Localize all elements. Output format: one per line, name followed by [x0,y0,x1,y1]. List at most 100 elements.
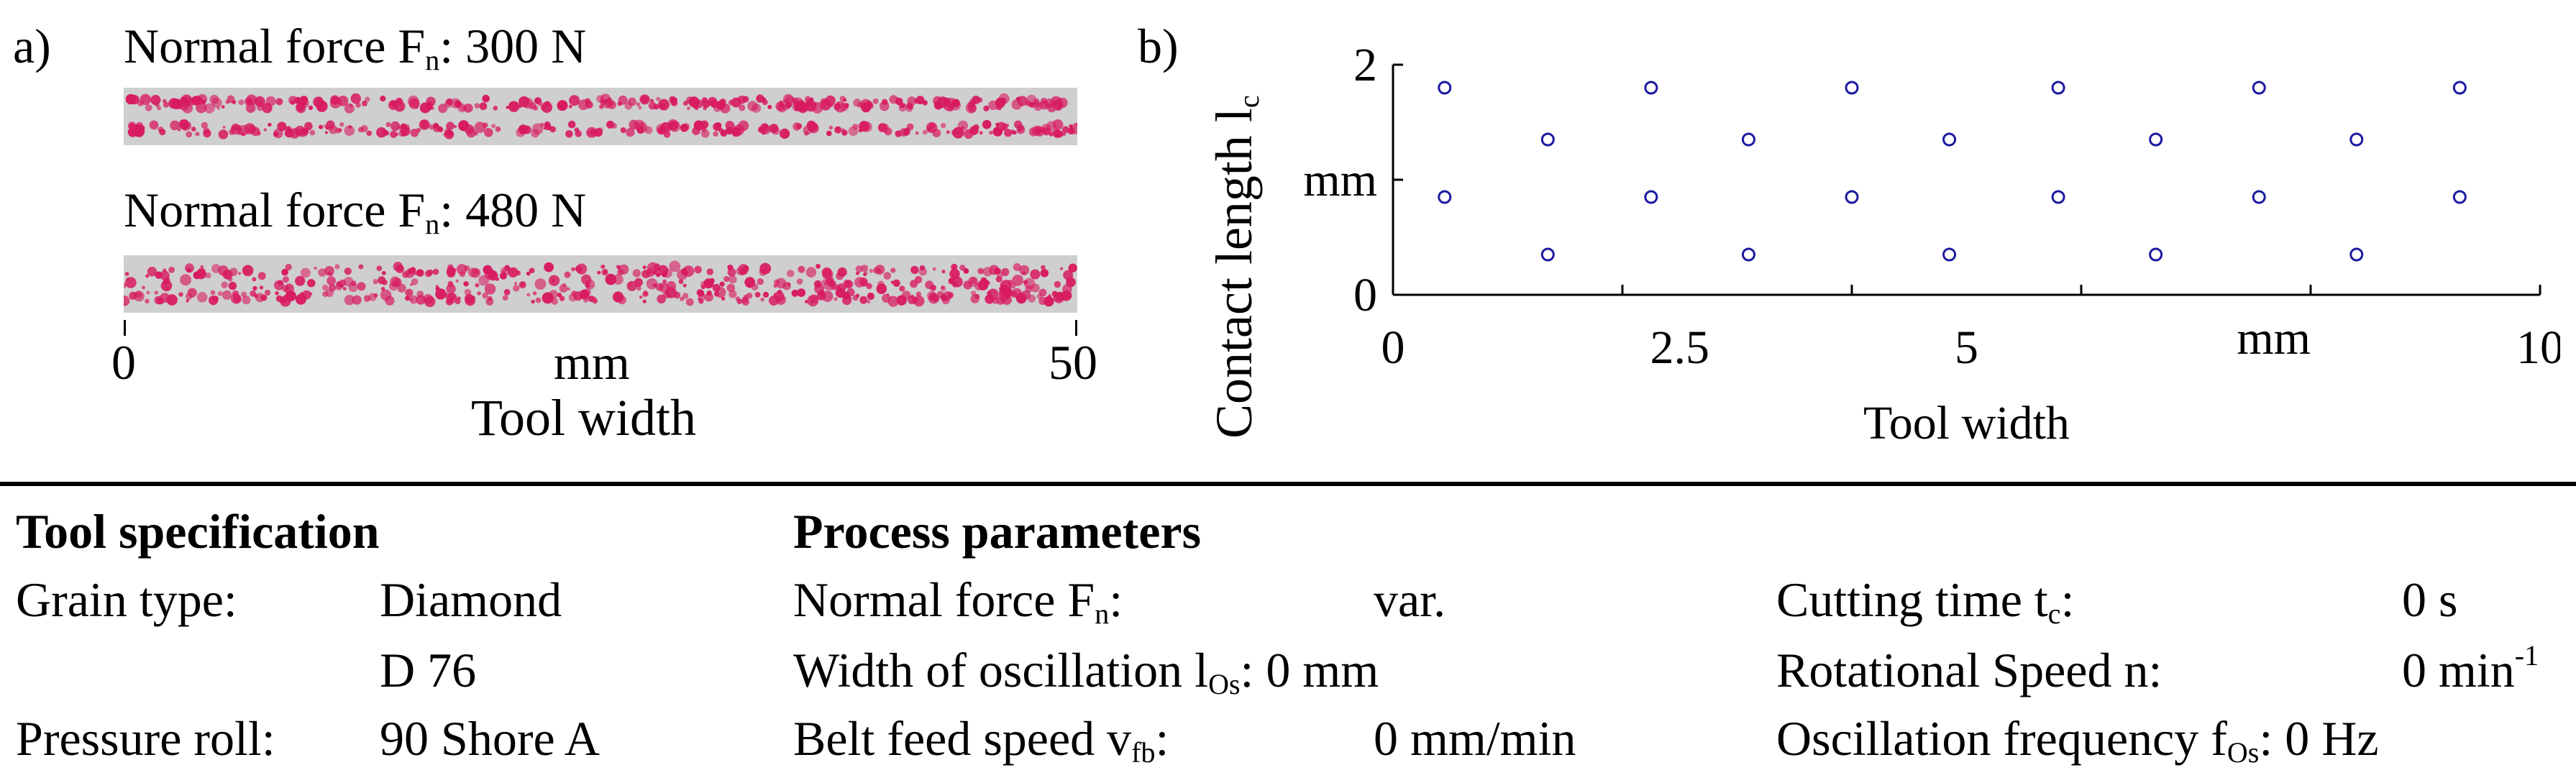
contact-mark [947,292,954,298]
contact-mark [858,128,862,133]
contact-mark [760,297,764,302]
contact-mark [1043,296,1054,307]
contact-mark [671,97,677,104]
contact-mark [890,267,896,273]
contact-mark [464,124,475,134]
contact-mark [344,125,355,136]
contact-mark [852,124,859,130]
contact-mark [1063,270,1074,280]
contact-mark [238,99,245,106]
contact-mark [397,125,402,130]
contact-mark [429,124,434,130]
contact-mark [455,279,459,283]
strip2-title-prefix: Normal force F [124,183,426,237]
normal-force-label: Normal force Fn: [793,572,1123,630]
contact-mark [205,273,211,279]
contact-mark [438,104,448,114]
contact-mark [577,99,589,111]
contact-mark [191,127,196,132]
contact-mark [186,267,192,273]
contact-mark [1018,128,1021,132]
contact-mark [309,105,314,110]
contact-mark [929,292,937,301]
contact-mark [259,285,264,290]
contact-mark [456,264,467,275]
contact-mark [178,128,181,132]
contact-mark [252,285,257,291]
chart-xlabel: Tool width [1863,397,2070,446]
contact-mark [1030,269,1041,280]
oscillation-width: Width of oscillation lOs: 0 mm [793,643,1379,699]
contact-mark [221,281,228,288]
scatter-point [2051,190,2065,204]
contact-mark [649,99,654,103]
contact-mark [605,273,617,285]
contact-mark [390,276,401,288]
contact-mark [313,96,324,108]
contact-mark [385,296,395,306]
contact-mark [427,269,434,275]
strip1-title-sub: n [425,44,440,76]
contact-mark [1005,123,1010,127]
contact-mark [1011,99,1023,110]
contact-mark [611,122,617,129]
contact-mark [867,292,873,298]
contact-mark [484,283,496,295]
contact-mark [319,124,324,129]
contact-mark [903,103,906,107]
contact-mark [626,127,635,137]
contact-mark [459,271,465,278]
contact-mark [597,270,601,275]
contact-mark [826,130,832,137]
contact-mark [879,101,890,111]
contact-mark [869,268,874,273]
contact-mark [324,265,334,276]
contact-mark [488,270,498,281]
contact-mark [149,120,159,130]
contact-mark [588,296,595,302]
contact-mark [793,97,804,108]
contact-mark [951,263,958,270]
contact-mark [154,290,158,295]
contact-mark [294,96,301,104]
contact-mark [629,119,639,130]
contact-mark [796,278,803,285]
pressure-roll-value: 90 Shore A [380,711,600,766]
contact-mark [669,260,681,273]
contact-mark [628,283,632,287]
contact-mark [1062,290,1072,301]
contact-mark [232,126,235,130]
contact-mark [242,296,251,305]
contact-mark [396,265,404,273]
contact-mark [352,295,362,305]
contact-mark [618,95,628,105]
contact-mark [529,102,536,110]
contact-mark [176,103,183,109]
contact-mark [140,125,145,131]
grain-size-value: D 76 [380,643,477,697]
contact-mark [1041,265,1046,270]
contact-mark [657,294,666,304]
contact-mark [475,283,480,288]
contact-mark [170,120,180,131]
strip2-title: Normal force Fn: 480 N [124,183,586,239]
contact-mark [977,97,983,103]
contact-mark [638,106,642,110]
contact-strip-480n [124,255,1077,313]
contact-mark [861,102,872,113]
contact-mark [309,129,316,136]
contact-strip-300n [124,88,1077,145]
contact-mark [355,102,361,108]
contact-mark [687,106,690,110]
contact-mark [747,101,758,111]
contact-mark [381,270,386,275]
contact-mark [907,103,914,110]
contact-mark [508,101,518,110]
oscillation-width-value: : 0 mm [1240,643,1379,697]
contact-mark [325,288,334,298]
contact-mark [534,278,547,290]
contact-mark [365,96,370,102]
contact-mark [410,267,416,273]
rot-speed-label: Rotational Speed n: [1776,643,2162,697]
contact-mark [1061,126,1069,134]
